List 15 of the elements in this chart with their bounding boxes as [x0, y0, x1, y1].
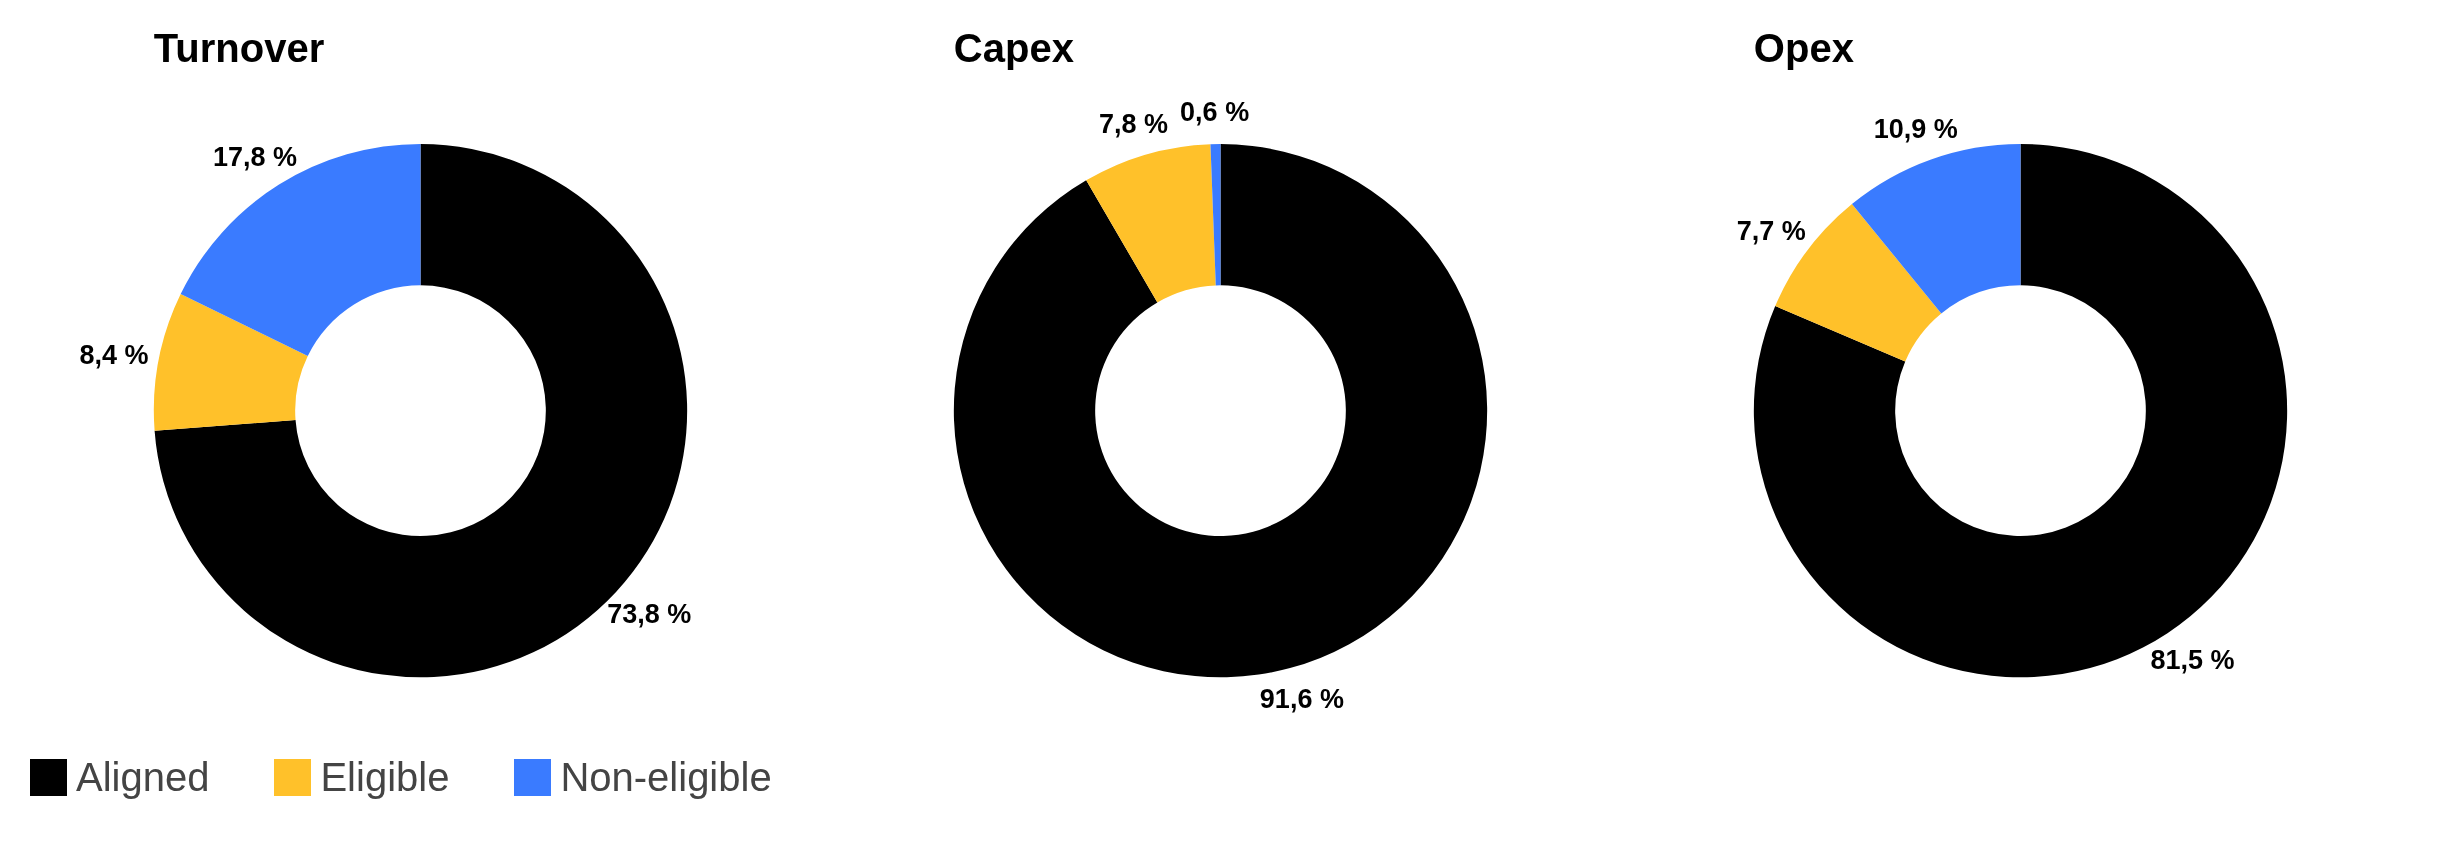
data-label: 8,4 %	[79, 339, 149, 370]
data-label: 91,6 %	[1259, 684, 1344, 715]
data-label: 81,5 %	[2150, 644, 2235, 675]
chart-title: Capex	[953, 25, 1074, 70]
legend-label: Aligned	[76, 754, 210, 800]
data-label: 0,6 %	[1180, 96, 1250, 127]
legend-label: Non-eligible	[560, 754, 772, 800]
data-label: 17,8 %	[212, 142, 298, 173]
chart-title: Opex	[1753, 25, 1854, 70]
data-label: 7,7 %	[1736, 216, 1806, 247]
chart-title: Turnover	[153, 25, 325, 70]
data-label: 73,8 %	[607, 598, 692, 629]
data-label: 7,8 %	[1098, 108, 1168, 139]
data-label: 10,9 %	[1873, 114, 1958, 145]
legend-label: Eligible	[320, 754, 450, 800]
